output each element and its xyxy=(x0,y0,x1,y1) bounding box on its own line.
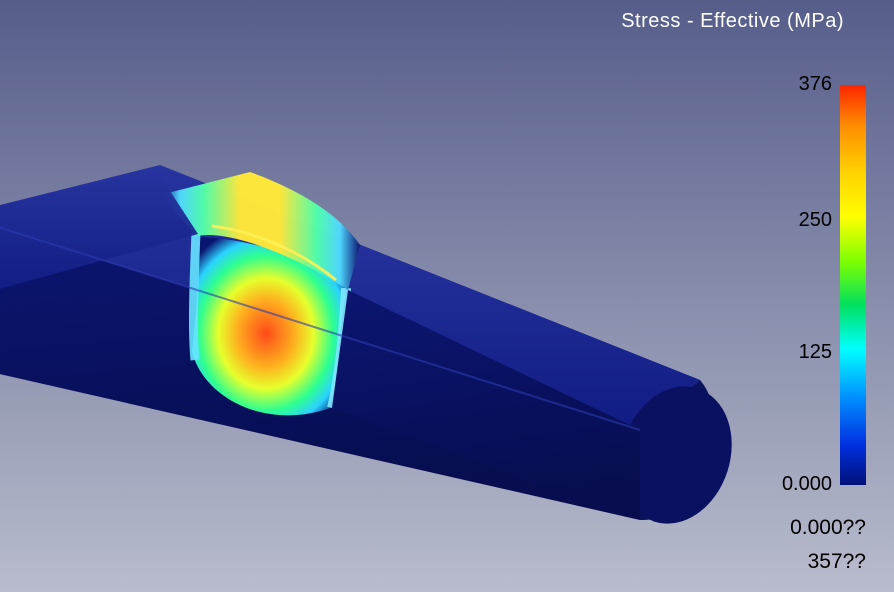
colorbar-strip xyxy=(840,85,866,485)
status-value-step: 357?? xyxy=(808,550,866,574)
bulge-edge-left xyxy=(193,232,196,360)
colorbar-tick-min: 0.000 xyxy=(782,473,832,496)
scene-svg xyxy=(0,0,894,592)
colorbar: 376 250 125 0.000 xyxy=(766,70,866,490)
colorbar-tick-125: 125 xyxy=(799,341,832,364)
colorbar-tick-max: 376 xyxy=(799,73,832,96)
status-value-min: 0.000?? xyxy=(790,516,866,540)
legend-title: Stress - Effective (MPa) xyxy=(621,10,844,33)
fea-viewport[interactable]: Stress - Effective (MPa) 376 250 125 0.0… xyxy=(0,0,894,592)
colorbar-tick-250: 250 xyxy=(799,209,832,232)
